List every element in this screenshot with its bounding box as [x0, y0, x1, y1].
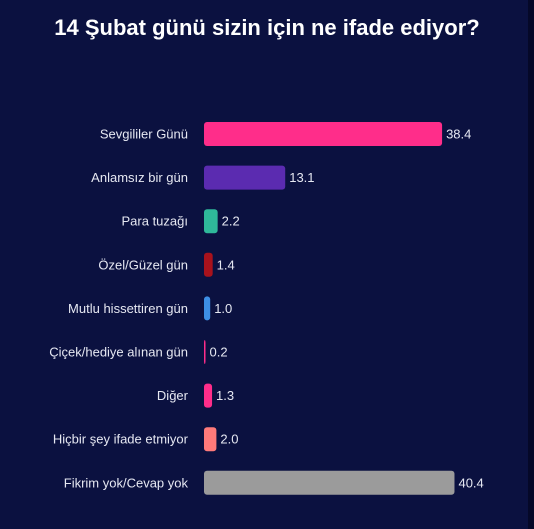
value-label: 1.4 — [217, 257, 235, 272]
category-label: Çiçek/hediye alınan gün — [49, 345, 188, 360]
category-label: Diğer — [157, 388, 189, 403]
bar — [204, 296, 211, 321]
value-label: 40.4 — [458, 475, 483, 490]
value-label: 2.0 — [220, 432, 238, 447]
bar — [204, 165, 286, 190]
right-edge — [528, 0, 534, 529]
value-label: 38.4 — [446, 127, 471, 142]
bar — [204, 470, 455, 495]
category-label: Anlamsız bir gün — [91, 170, 188, 185]
bar — [204, 383, 213, 408]
value-label: 2.2 — [222, 214, 240, 229]
value-label: 0.2 — [210, 345, 228, 360]
chart-title: 14 Şubat günü sizin için ne ifade ediyor… — [54, 15, 480, 40]
category-label: Para tuzağı — [122, 214, 189, 229]
value-label: 13.1 — [289, 170, 314, 185]
category-label: Özel/Güzel gün — [98, 257, 188, 272]
category-label: Mutlu hissettiren gün — [68, 301, 188, 316]
bar — [204, 252, 213, 277]
bar — [204, 209, 218, 234]
bar — [204, 427, 217, 452]
bar — [204, 340, 206, 364]
category-label: Fikrim yok/Cevap yok — [64, 475, 189, 490]
category-label: Hiçbir şey ifade etmiyor — [53, 432, 189, 447]
value-label: 1.3 — [216, 388, 234, 403]
bar — [204, 122, 443, 146]
category-label: Sevgililer Günü — [100, 127, 188, 142]
value-label: 1.0 — [214, 301, 232, 316]
